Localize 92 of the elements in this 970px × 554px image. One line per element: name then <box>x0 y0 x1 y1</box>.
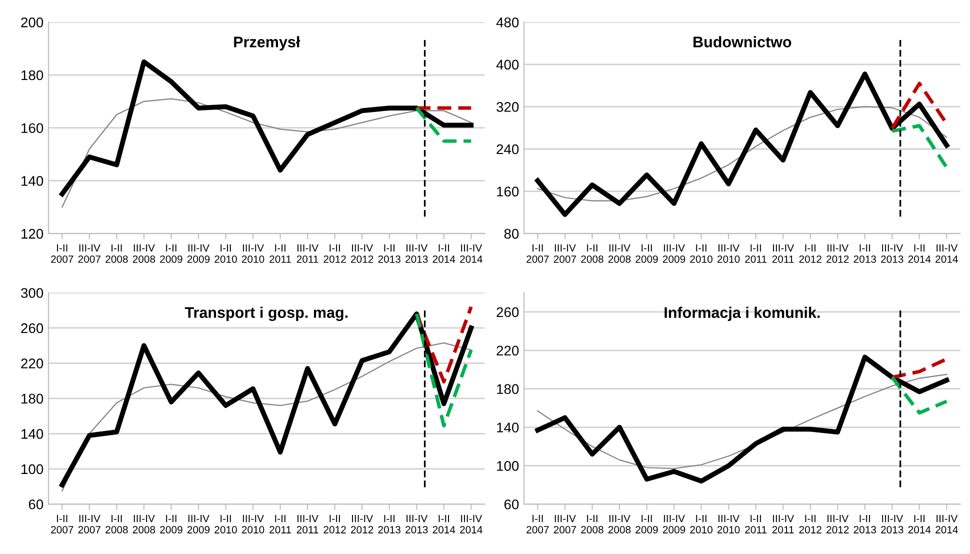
x-tick-label: I-II 2011 <box>270 244 291 263</box>
x-tick-label: III-IV 2014 <box>936 244 958 263</box>
x-tick-label: III-IV 2010 <box>717 244 740 263</box>
y-tick-label: 180 <box>22 394 44 404</box>
x-tick-label: III-IV 2009 <box>187 514 210 534</box>
y-tick-label: 60 <box>28 499 44 510</box>
x-tick-label: III-IV 2013 <box>881 244 904 263</box>
x-tick-label: I-II 2010 <box>690 514 712 534</box>
x-tick-label: III-IV 2007 <box>78 514 100 534</box>
x-tick-label: III-IV 2009 <box>662 244 686 263</box>
y-tick-label: 480 <box>496 17 519 28</box>
y-tick-label: 300 <box>21 288 44 298</box>
y-tick-label: 160 <box>22 123 44 134</box>
x-tick-label: I-II 2008 <box>581 514 604 534</box>
y-tick-label: 320 <box>496 102 519 112</box>
x-tick-label: I-II 2011 <box>745 514 766 534</box>
x-tick-label: I-II 2014 <box>908 514 931 534</box>
x-tick-label: III-IV 2014 <box>460 244 482 263</box>
y-tick-label: 260 <box>496 307 519 318</box>
y-tick-label: 140 <box>22 429 44 439</box>
y-tick-label: 100 <box>497 461 519 471</box>
y-tick-label: 180 <box>497 384 519 394</box>
x-tick-label: I-II 2012 <box>799 244 822 263</box>
x-tick-label: III-IV 2010 <box>242 514 264 534</box>
x-tick-label: III-IV 2013 <box>406 244 428 263</box>
x-tick-label: I-II 2013 <box>378 244 400 263</box>
y-tick-label: 240 <box>496 144 519 154</box>
x-tick-label: III-IV 2011 <box>772 514 794 534</box>
x-tick-label: III-IV 2014 <box>936 514 958 534</box>
x-tick-label: III-IV 2013 <box>406 514 428 534</box>
x-tick-label: III-IV 2012 <box>826 514 849 534</box>
text: Przemysł <box>234 36 300 50</box>
y-tick-label: 220 <box>496 346 519 356</box>
x-tick-label: III-IV 2009 <box>187 244 210 263</box>
x-tick-label: III-IV 2012 <box>826 244 849 263</box>
x-tick-label: I-II 2009 <box>160 514 182 534</box>
x-tick-label: I-II 2013 <box>854 244 876 263</box>
x-tick-label: III-IV 2010 <box>717 514 740 534</box>
y-tick-label: 260 <box>21 323 44 334</box>
x-tick-label: I-II 2007 <box>526 244 549 263</box>
y-tick-label: 120 <box>22 228 44 239</box>
y-tick-label: 80 <box>504 228 519 239</box>
x-tick-label: I-II 2008 <box>106 244 128 263</box>
x-tick-label: I-II 2010 <box>214 514 237 534</box>
y-tick-label: 160 <box>497 186 519 196</box>
text: Transport i gosp. mag. <box>184 306 348 322</box>
x-tick-label: III-IV 2013 <box>881 514 904 534</box>
x-tick-label: I-II 2009 <box>636 244 658 263</box>
x-tick-label: I-II 2011 <box>270 514 291 534</box>
x-tick-label: III-IV 2008 <box>132 514 156 534</box>
y-tick-label: 140 <box>497 422 519 432</box>
x-tick-label: I-II 2007 <box>51 244 74 263</box>
x-tick-label: III-IV 2011 <box>296 514 318 534</box>
text: Budownictwo <box>694 36 792 48</box>
x-tick-label: III-IV 2011 <box>296 244 318 263</box>
y-tick-label: 200 <box>21 17 44 28</box>
x-tick-label: III-IV 2012 <box>351 514 374 534</box>
y-tick-label: 220 <box>21 358 44 368</box>
x-tick-label: I-II 2009 <box>636 514 658 534</box>
x-tick-label: I-II 2012 <box>324 514 346 534</box>
x-tick-label: I-II 2013 <box>378 514 400 534</box>
x-tick-label: III-IV 2012 <box>351 244 374 263</box>
x-tick-label: I-II 2007 <box>526 514 549 534</box>
x-tick-label: I-II 2008 <box>106 514 128 534</box>
x-tick-label: III-IV 2010 <box>242 244 264 263</box>
y-tick-label: 400 <box>496 60 519 70</box>
x-tick-label: I-II 2014 <box>908 244 931 263</box>
text: Informacja i komunik. <box>664 306 820 322</box>
x-tick-label: III-IV 2014 <box>460 514 482 534</box>
x-tick-label: I-II 2014 <box>432 514 456 534</box>
x-tick-label: III-IV 2008 <box>132 244 156 263</box>
x-tick-label: I-II 2010 <box>690 244 712 263</box>
x-tick-label: III-IV 2007 <box>554 514 576 534</box>
y-tick-label: 140 <box>22 176 44 186</box>
x-tick-label: I-II 2007 <box>51 514 74 534</box>
y-tick-label: 60 <box>504 499 519 510</box>
x-tick-label: III-IV 2009 <box>662 514 686 534</box>
x-tick-label: I-II 2010 <box>214 244 237 263</box>
x-tick-label: III-IV 2007 <box>78 244 100 263</box>
x-tick-label: III-IV 2007 <box>554 244 576 263</box>
y-tick-label: 180 <box>22 70 44 80</box>
x-tick-label: III-IV 2008 <box>608 244 631 263</box>
x-tick-label: III-IV 2011 <box>772 244 794 263</box>
x-tick-label: III-IV 2008 <box>608 514 631 534</box>
x-tick-label: I-II 2013 <box>854 514 876 534</box>
x-tick-label: I-II 2012 <box>324 244 346 263</box>
y-tick-label: 100 <box>22 464 44 474</box>
x-tick-label: I-II 2008 <box>581 244 604 263</box>
x-tick-label: I-II 2014 <box>432 244 456 263</box>
x-tick-label: I-II 2012 <box>799 514 822 534</box>
x-tick-label: I-II 2009 <box>160 244 182 263</box>
x-tick-label: I-II 2011 <box>745 244 766 263</box>
